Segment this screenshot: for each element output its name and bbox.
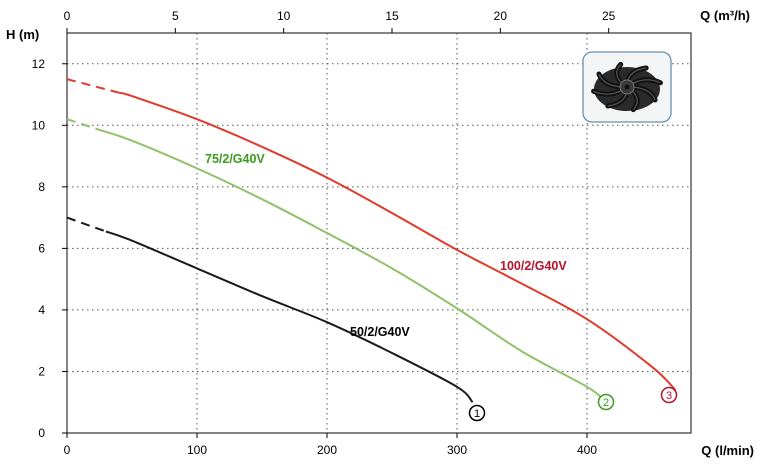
- x-bottom-tick-label: 400: [577, 443, 597, 457]
- x-top-tick-label: 5: [172, 9, 179, 23]
- y-axis-label: H (m): [6, 27, 39, 42]
- series-dashed-segment: [66, 78, 120, 94]
- x-top-tick-label: 10: [277, 9, 291, 23]
- series-line: [105, 230, 474, 403]
- x-top-tick-label: 25: [602, 9, 616, 23]
- x-top-tick-label: 15: [385, 9, 399, 23]
- impeller-vane-highlight: [632, 86, 656, 101]
- x-bottom-tick-label: 0: [64, 443, 71, 457]
- impeller-vane-highlight: [598, 73, 622, 88]
- series-end-marker: 2: [597, 393, 615, 411]
- series-75/2/G40V: 2 75/2/G40V: [66, 118, 615, 411]
- marker-circle: [597, 393, 615, 411]
- x-bottom-tick-label: 300: [447, 443, 467, 457]
- series-label: 100/2/G40V: [500, 259, 567, 273]
- plot-frame: [66, 32, 692, 434]
- series-end-marker: 3: [660, 386, 678, 404]
- y-tick-label: 0: [38, 426, 45, 440]
- marker-circle: [468, 404, 486, 422]
- y-tick-label: 6: [38, 241, 45, 255]
- impeller-vane-highlight: [593, 89, 624, 95]
- series-label: 50/2/G40V: [350, 325, 410, 339]
- series-line: [118, 91, 677, 391]
- series-line: [99, 128, 604, 400]
- marker-number: 2: [603, 397, 609, 409]
- series-dashed-segment: [66, 118, 100, 131]
- x-top-tick-label: 0: [64, 9, 71, 23]
- y-tick-label: 4: [38, 303, 45, 317]
- x-top-tick-label: 20: [494, 9, 508, 23]
- marker-number: 1: [474, 408, 480, 420]
- marker-number: 3: [666, 390, 672, 402]
- series-100/2/G40V: 3 100/2/G40V: [66, 78, 678, 404]
- series-50/2/G40V: 1 50/2/G40V: [66, 216, 486, 422]
- y-tick-label: 2: [38, 364, 45, 378]
- x-bottom-axis-label: Q (l/min): [701, 443, 754, 458]
- marker-circle: [660, 386, 678, 404]
- y-tick-label: 8: [38, 180, 45, 194]
- impeller-vane-highlight: [630, 79, 661, 85]
- y-tick-label: 12: [32, 57, 46, 71]
- x-bottom-tick-label: 100: [187, 443, 207, 457]
- series-end-marker: 1: [468, 404, 486, 422]
- impeller-icon: [582, 51, 672, 123]
- series-dashed-segment: [66, 216, 107, 233]
- x-bottom-tick-label: 200: [317, 443, 337, 457]
- y-tick-label: 10: [32, 118, 46, 132]
- impeller-hub-hole: [624, 84, 630, 90]
- series-label: 75/2/G40V: [205, 152, 265, 166]
- x-top-axis-label: Q (m³/h): [700, 8, 750, 23]
